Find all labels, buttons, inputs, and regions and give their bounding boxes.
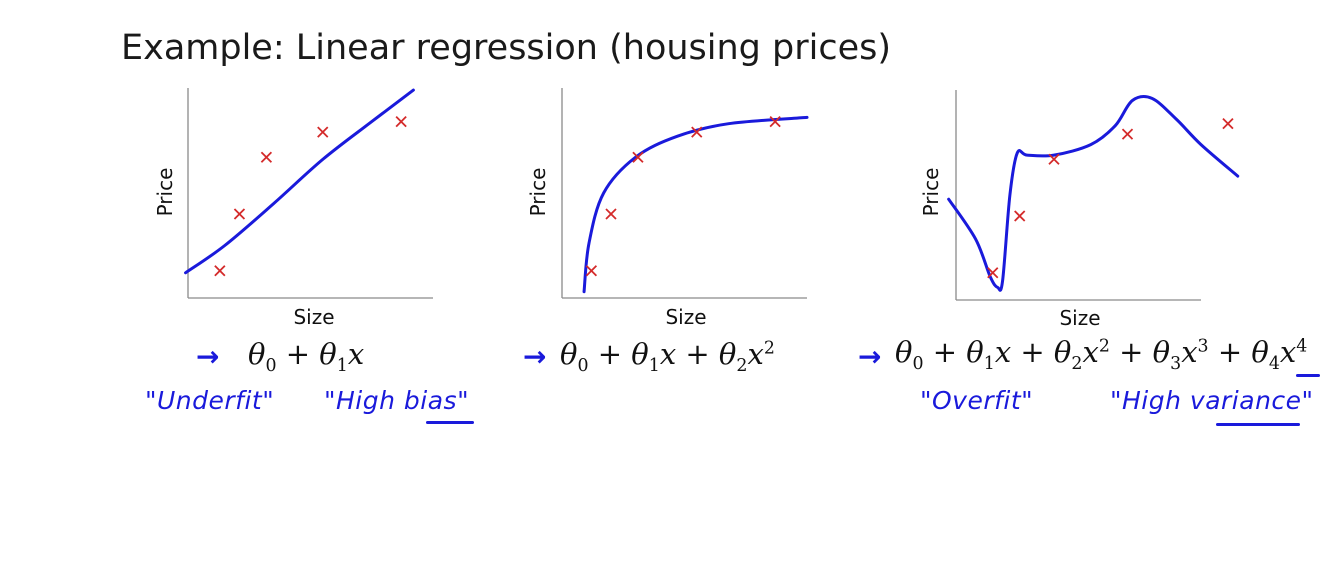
x-axis-label-2: Size [665,305,706,329]
data-point-3-2 [1014,210,1026,222]
annotation-high-bias: "High bias" [324,386,470,415]
y-axis-label-3: Price [919,168,943,217]
arrow-icon-3: → [858,340,882,373]
annotation-underline-bias [426,421,474,424]
data-point-1-4 [317,126,329,138]
annotation-high-variance: "High variance" [1110,386,1314,415]
data-point-2-3 [632,151,644,163]
fit-curve-3 [947,94,1240,292]
arrow-icon-2: → [523,340,547,373]
data-point-1-1 [214,265,226,277]
data-point-3-5 [1222,117,1234,130]
data-point-2-1 [585,265,598,277]
data-point-3-1 [987,267,999,279]
data-point-2-2 [605,208,617,220]
data-point-3-4 [1121,128,1134,140]
annotation-underline-variance [1216,423,1300,426]
x-axis-label-1: Size [293,305,334,329]
fit-curve-1 [184,88,415,275]
data-point-2-5 [769,115,781,128]
annotation-underfit: "Underfit" [145,386,275,415]
data-point-3-3 [1048,153,1060,165]
fit-curve-2 [582,115,809,294]
data-point-1-2 [233,208,246,220]
arrow-icon-1: → [196,340,220,373]
equation-1: θ0 + θ1x [248,337,365,376]
data-point-1-3 [260,151,273,163]
annotation-overfit: "Overfit" [920,386,1034,415]
equation-2: θ0 + θ1x + θ2x2 [560,337,775,376]
data-point-2-4 [691,126,703,138]
data-point-1-5 [395,115,407,128]
equation-underline [1296,374,1320,377]
y-axis-label-2: Price [526,168,550,217]
y-axis-label-1: Price [153,168,177,217]
slide-title: Example: Linear regression (housing pric… [121,28,892,68]
x-axis-label-3: Size [1059,306,1100,330]
equation-3: θ0 + θ1x + θ2x2 + θ3x3 + θ4x4 [895,335,1308,374]
